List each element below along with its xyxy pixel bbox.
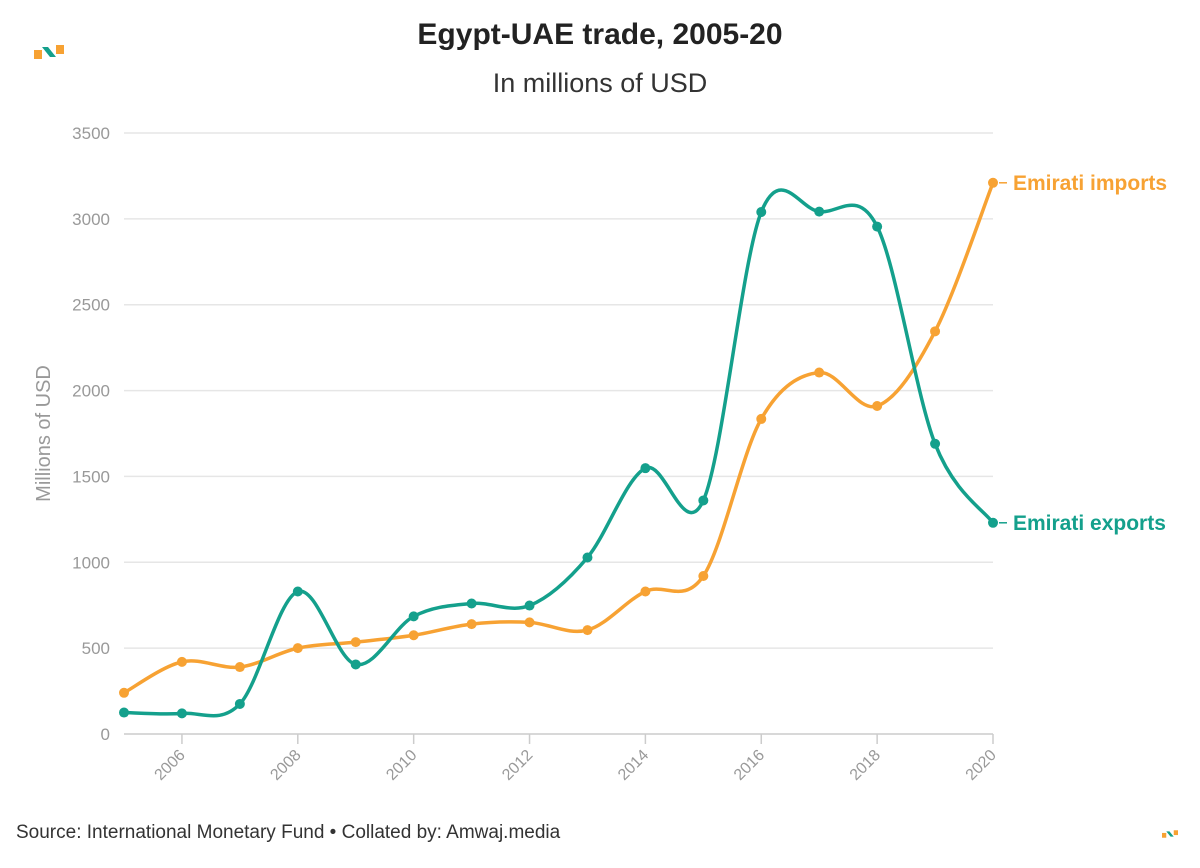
data-point-emirati-imports <box>524 617 535 628</box>
data-point-emirati-imports <box>930 326 941 337</box>
data-point-emirati-imports <box>698 571 709 582</box>
y-tick-label: 0 <box>101 725 110 744</box>
amwaj-logo-bottom <box>1162 826 1178 838</box>
source-note: Source: International Monetary Fund • Co… <box>16 822 561 843</box>
data-point-emirati-imports <box>119 687 129 698</box>
y-axis-label: Millions of USD <box>33 365 55 502</box>
data-point-emirati-imports <box>814 367 825 378</box>
series-line-emirati-imports <box>123 182 995 695</box>
data-point-emirati-exports <box>756 206 767 217</box>
data-point-emirati-imports <box>350 637 361 648</box>
x-tick-label: 2018 <box>847 747 884 784</box>
y-tick-label: 500 <box>82 639 110 658</box>
series-label-emirati-imports: Emirati imports <box>1013 172 1167 195</box>
x-tick-label: 2008 <box>267 747 304 784</box>
data-point-emirati-imports <box>582 625 593 636</box>
y-tick-label: 1500 <box>72 467 110 486</box>
chart-title: Egypt-UAE trade, 2005-20 <box>417 18 783 51</box>
data-point-emirati-exports <box>988 517 998 528</box>
data-point-emirati-imports <box>872 401 883 412</box>
data-point-emirati-exports <box>582 552 593 563</box>
data-point-emirati-exports <box>466 598 477 609</box>
data-point-emirati-imports <box>466 619 477 630</box>
data-point-emirati-imports <box>640 586 651 597</box>
x-tick-label: 2020 <box>963 747 1000 784</box>
x-tick-label: 2014 <box>615 747 652 784</box>
data-point-emirati-imports <box>408 630 419 641</box>
data-point-emirati-exports <box>119 707 129 718</box>
y-tick-label: 1000 <box>72 553 110 572</box>
series-line-emirati-exports <box>123 188 995 718</box>
data-point-emirati-imports <box>176 656 187 667</box>
y-tick-label: 2500 <box>72 296 110 315</box>
data-point-emirati-imports <box>988 177 998 188</box>
y-tick-label: 3000 <box>72 210 110 229</box>
data-point-emirati-exports <box>930 438 941 449</box>
data-point-emirati-exports <box>524 600 535 611</box>
data-point-emirati-exports <box>408 611 419 622</box>
data-point-emirati-exports <box>640 463 651 474</box>
data-point-emirati-exports <box>176 708 187 719</box>
data-point-emirati-imports <box>234 662 245 673</box>
data-point-emirati-exports <box>872 221 883 232</box>
data-point-emirati-exports <box>698 495 709 506</box>
x-tick-label: 2012 <box>499 747 536 784</box>
data-point-emirati-exports <box>350 659 361 670</box>
series-label-emirati-exports: Emirati exports <box>1013 512 1166 535</box>
chart-subtitle: In millions of USD <box>492 68 708 98</box>
y-tick-label: 3500 <box>72 124 110 143</box>
data-point-emirati-imports <box>292 643 303 654</box>
x-tick-label: 2006 <box>152 747 189 784</box>
data-point-emirati-imports <box>756 413 767 424</box>
data-point-emirati-exports <box>292 586 303 597</box>
x-tick-label: 2016 <box>731 747 768 784</box>
x-tick-label: 2010 <box>383 747 420 784</box>
y-tick-label: 2000 <box>72 382 110 401</box>
amwaj-logo-top <box>34 43 64 61</box>
data-point-emirati-exports <box>814 206 825 217</box>
data-point-emirati-exports <box>234 698 245 709</box>
